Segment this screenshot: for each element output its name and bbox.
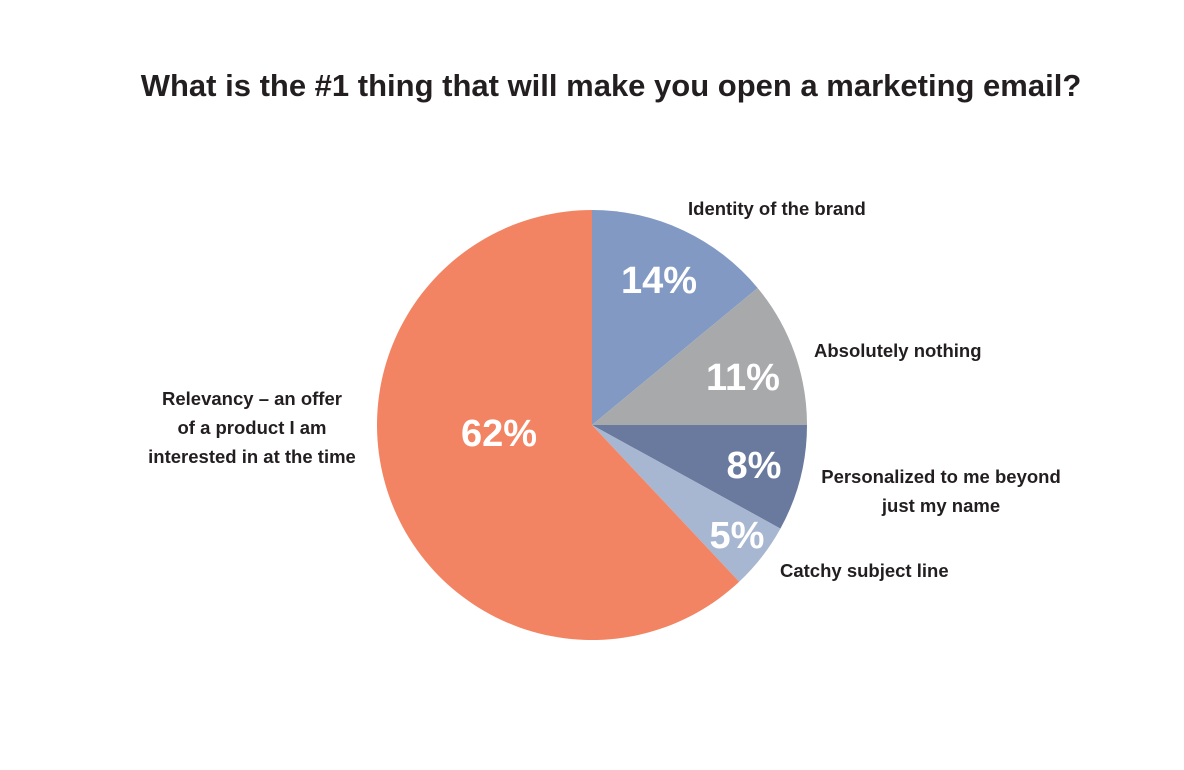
value-labels: 14% 11% 8% 5% 62% <box>461 260 781 557</box>
pie-slice <box>592 210 758 425</box>
slice-category-label-line: Catchy subject line <box>780 560 949 581</box>
category-labels: Identity of the brand Absolutely nothing P… <box>148 198 1061 581</box>
pie-slice <box>377 210 740 640</box>
slice-category-label: Identity of the brand <box>688 198 866 219</box>
slice-value-label: 62% <box>461 413 537 455</box>
slice-value-label: 11% <box>706 357 780 399</box>
slice-value-label: 8% <box>727 445 782 487</box>
slice-category-label: Absolutely nothing <box>814 340 982 361</box>
slice-category-label-line: Relevancy – an offer <box>162 388 342 409</box>
pie-slice <box>592 425 808 529</box>
slice-category-label: Personalized to me beyond just my name <box>821 466 1061 516</box>
slice-category-label: Relevancy – an offer of a product I am int… <box>148 388 356 467</box>
slice-category-label-line: Identity of the brand <box>688 198 866 219</box>
pie-slice <box>592 425 781 582</box>
slice-value-label: 14% <box>621 260 697 302</box>
chart-title: What is the #1 thing that will make you … <box>141 68 1082 103</box>
slice-category-label-line: Absolutely nothing <box>814 340 982 361</box>
slice-category-label-line: Personalized to me beyond <box>821 466 1061 487</box>
slice-category-label-line: just my name <box>881 495 1000 516</box>
slice-category-label-line: interested in at the time <box>148 446 356 467</box>
slice-category-label-line: of a product I am <box>177 417 326 438</box>
slice-category-label: Catchy subject line <box>780 560 949 581</box>
pie-slice <box>592 287 807 425</box>
pie-slices <box>377 210 808 640</box>
slice-value-label: 5% <box>710 515 765 557</box>
